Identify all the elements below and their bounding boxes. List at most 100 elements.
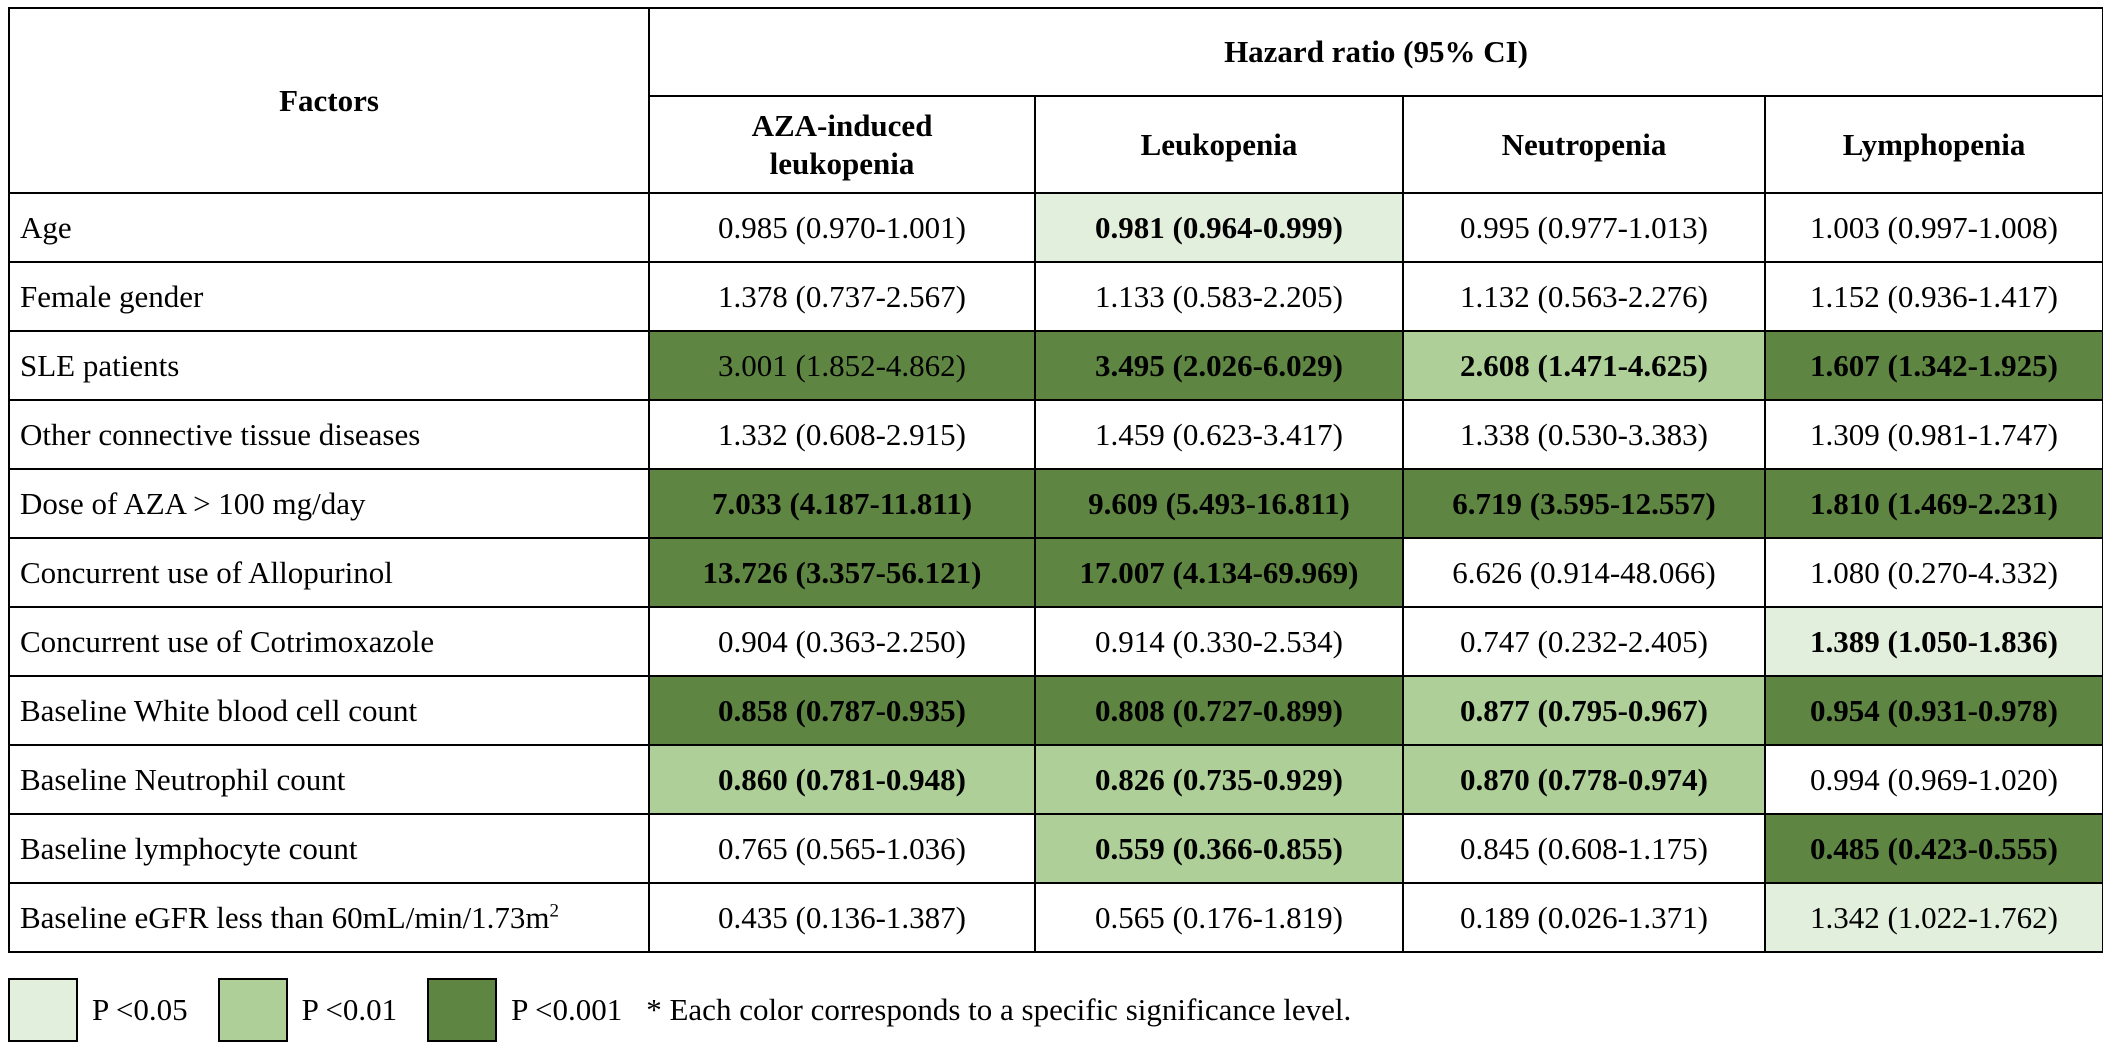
column-header-aza-induced-leukopenia: AZA-induced leukopenia xyxy=(648,95,1036,194)
hazard-ratio-cell: 0.904 (0.363-2.250) xyxy=(648,606,1036,677)
factor-cell: Baseline White blood cell count xyxy=(8,675,650,746)
hazard-ratio-cell: 0.954 (0.931-0.978) xyxy=(1763,675,2103,746)
legend-swatch-p05 xyxy=(8,978,78,1042)
table-body: Age 0.985 (0.970-1.001) 0.981 (0.964-0.999… xyxy=(8,192,2103,953)
hazard-ratio-cell: 1.152 (0.936-1.417) xyxy=(1763,261,2103,332)
factor-cell: Baseline Neutrophil count xyxy=(8,744,650,815)
factor-cell: Baseline eGFR less than 60mL/min/1.73m2 xyxy=(8,882,650,953)
hazard-ratio-cell: 1.132 (0.563-2.276) xyxy=(1402,261,1766,332)
factor-label: Dose of AZA > 100 mg/day xyxy=(20,485,366,521)
hazard-ratio-cell: 0.565 (0.176-1.819) xyxy=(1034,882,1404,953)
factor-cell: Baseline lymphocyte count xyxy=(8,813,650,884)
table-row: Baseline lymphocyte count 0.765 (0.565-1.… xyxy=(8,813,2103,884)
legend-swatch-p001 xyxy=(427,978,498,1042)
legend-label: P <0.05 xyxy=(92,992,188,1027)
factor-cell: SLE patients xyxy=(8,330,650,401)
hazard-ratio-cell: 3.495 (2.026-6.029) xyxy=(1034,330,1404,401)
factor-cell: Other connective tissue diseases xyxy=(8,399,650,470)
legend-swatch-p01 xyxy=(217,978,288,1042)
hazard-ratio-cell: 0.189 (0.026-1.371) xyxy=(1402,882,1766,953)
table-row: Female gender 1.378 (0.737-2.567) 1.133 (0… xyxy=(8,261,2103,332)
hazard-ratio-cell: 1.389 (1.050-1.836) xyxy=(1763,606,2103,677)
hazard-ratio-cell: 0.435 (0.136-1.387) xyxy=(648,882,1036,953)
legend-item-p01: P <0.01 xyxy=(217,978,428,1042)
hazard-ratio-cell: 0.995 (0.977-1.013) xyxy=(1402,192,1766,263)
factor-cell: Age xyxy=(8,192,650,263)
table-row: Dose of AZA > 100 mg/day 7.033 (4.187-11.… xyxy=(8,468,2103,539)
hazard-ratio-cell: 0.808 (0.727-0.899) xyxy=(1034,675,1404,746)
factor-label: Baseline lymphocyte count xyxy=(20,830,358,866)
hazard-ratio-cell: 0.870 (0.778-0.974) xyxy=(1402,744,1766,815)
column-header-lymphopenia: Lymphopenia xyxy=(1763,95,2103,194)
factor-cell: Dose of AZA > 100 mg/day xyxy=(8,468,650,539)
table-row: Baseline Neutrophil count 0.860 (0.781-0.… xyxy=(8,744,2103,815)
table-row: Baseline White blood cell count 0.858 (0.… xyxy=(8,675,2103,746)
legend-item-p001: P <0.001 xyxy=(427,978,652,1042)
hazard-ratio-cell: 1.459 (0.623-3.417) xyxy=(1034,399,1404,470)
factor-superscript: 2 xyxy=(549,900,560,922)
hazard-ratio-cell: 1.607 (1.342-1.925) xyxy=(1763,330,2103,401)
table-row: Concurrent use of Cotrimoxazole 0.904 (0.… xyxy=(8,606,2103,677)
hazard-ratio-cell: 0.981 (0.964-0.999) xyxy=(1034,192,1404,263)
factor-cell: Female gender xyxy=(8,261,650,332)
hazard-ratio-cell: 9.609 (5.493-16.811) xyxy=(1034,468,1404,539)
hazard-ratio-cell: 13.726 (3.357-56.121) xyxy=(648,537,1036,608)
hazard-ratio-cell: 0.485 (0.423-0.555) xyxy=(1763,813,2103,884)
hazard-ratio-cell: 0.985 (0.970-1.001) xyxy=(648,192,1036,263)
hazard-ratio-cell: 0.559 (0.366-0.855) xyxy=(1034,813,1404,884)
hazard-ratio-cell: 1.133 (0.583-2.205) xyxy=(1034,261,1404,332)
header-row-top: Factors Hazard ratio (95% CI) xyxy=(8,7,2103,194)
factor-label: Baseline eGFR less than 60mL/min/1.73m xyxy=(20,899,550,935)
hazard-ratio-cell: 7.033 (4.187-11.811) xyxy=(648,468,1036,539)
header-row-columns: AZA-induced leukopenia Leukopenia Neutro… xyxy=(9,95,2103,194)
hazard-ratio-cell: 0.747 (0.232-2.405) xyxy=(1402,606,1766,677)
hazard-ratio-cell: 1.810 (1.469-2.231) xyxy=(1763,468,2103,539)
hazard-ratio-group-header: Hazard ratio (95% CI) xyxy=(647,7,2103,97)
hazard-ratio-cell: 0.860 (0.781-0.948) xyxy=(648,744,1036,815)
hazard-ratio-cell: 3.001 (1.852-4.862) xyxy=(648,330,1036,401)
legend-label: P <0.01 xyxy=(301,992,398,1027)
factors-header: Factors xyxy=(8,7,650,194)
column-header-neutropenia: Neutropenia xyxy=(1402,95,1766,194)
legend-item-p05: P <0.05 xyxy=(8,978,218,1042)
hazard-ratio-cell: 2.608 (1.471-4.625) xyxy=(1402,330,1766,401)
column-header-leukopenia: Leukopenia xyxy=(1034,95,1404,194)
factor-label: Baseline Neutrophil count xyxy=(20,761,346,797)
hazard-ratio-cell: 1.309 (0.981-1.747) xyxy=(1763,399,2103,470)
hazard-ratio-table: Factors Hazard ratio (95% CI) AZA-induce… xyxy=(8,7,2103,953)
factor-label: Concurrent use of Cotrimoxazole xyxy=(20,623,435,659)
table-row: Concurrent use of Allopurinol 13.726 (3.3… xyxy=(8,537,2103,608)
factor-cell: Concurrent use of Allopurinol xyxy=(8,537,650,608)
table-row: Baseline eGFR less than 60mL/min/1.73m2 0… xyxy=(8,882,2103,953)
factor-label: Age xyxy=(20,209,72,245)
hazard-ratio-cell: 0.914 (0.330-2.534) xyxy=(1034,606,1404,677)
hazard-ratio-cell: 1.332 (0.608-2.915) xyxy=(648,399,1036,470)
factor-label: Baseline White blood cell count xyxy=(20,692,418,728)
hazard-ratio-cell: 0.765 (0.565-1.036) xyxy=(648,813,1036,884)
factor-label: Concurrent use of Allopurinol xyxy=(20,554,393,590)
hazard-ratio-cell: 0.994 (0.969-1.020) xyxy=(1763,744,2103,815)
hazard-ratio-cell: 1.342 (1.022-1.762) xyxy=(1763,882,2103,953)
hazard-ratio-cell: 0.877 (0.795-0.967) xyxy=(1402,675,1766,746)
hazard-ratio-cell: 6.626 (0.914-48.066) xyxy=(1402,537,1766,608)
factor-label: Female gender xyxy=(20,278,204,314)
table-row: Other connective tissue diseases 1.332 (0… xyxy=(8,399,2103,470)
legend-note: * Each color corresponds to a specific s… xyxy=(646,992,1352,1027)
hazard-ratio-cell: 1.378 (0.737-2.567) xyxy=(648,261,1036,332)
factor-label: SLE patients xyxy=(20,347,180,383)
legend-label: P <0.001 xyxy=(511,992,623,1027)
hazard-ratio-cell: 1.003 (0.997-1.008) xyxy=(1763,192,2103,263)
table-row: Age 0.985 (0.970-1.001) 0.981 (0.964-0.999… xyxy=(8,192,2103,263)
factor-cell: Concurrent use of Cotrimoxazole xyxy=(8,606,650,677)
hazard-ratio-cell: 0.858 (0.787-0.935) xyxy=(648,675,1036,746)
hazard-ratio-cell: 0.826 (0.735-0.929) xyxy=(1034,744,1404,815)
hazard-ratio-cell: 6.719 (3.595-12.557) xyxy=(1402,468,1766,539)
hazard-ratio-cell: 1.338 (0.530-3.383) xyxy=(1402,399,1766,470)
hazard-ratio-cell: 1.080 (0.270-4.332) xyxy=(1763,537,2103,608)
hazard-ratio-cell: 17.007 (4.134-69.969) xyxy=(1034,537,1404,608)
significance-legend: P <0.05 P <0.01 P <0.001 * Each color co… xyxy=(8,977,1351,1043)
factor-label: Other connective tissue diseases xyxy=(20,416,421,452)
hazard-ratio-cell: 0.845 (0.608-1.175) xyxy=(1402,813,1766,884)
table-row: SLE patients 3.001 (1.852-4.862) 3.495 (2.… xyxy=(8,330,2103,401)
